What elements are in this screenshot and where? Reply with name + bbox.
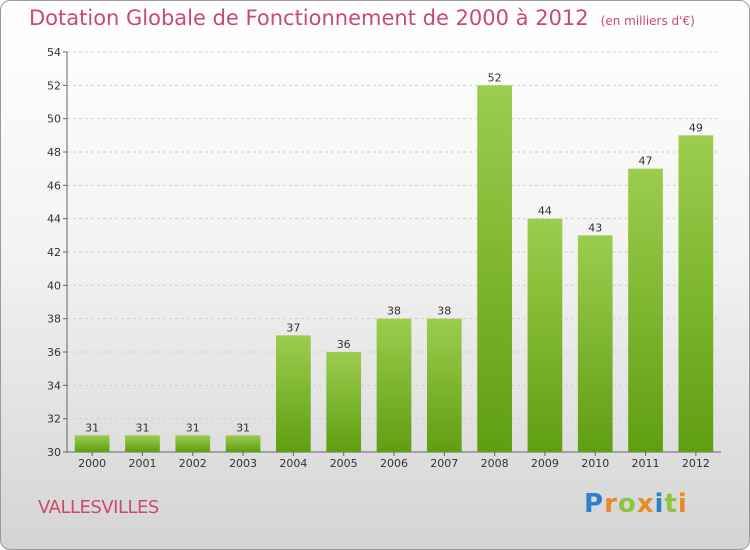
bar: [477, 85, 512, 452]
bar: [125, 435, 160, 452]
bar: [326, 352, 362, 452]
y-tick-label: 40: [47, 279, 61, 292]
data-label: 52: [488, 71, 502, 84]
bar: [527, 218, 563, 452]
data-label: 47: [639, 155, 653, 168]
title-main: Dotation Globale de Fonctionnement de 20…: [29, 6, 589, 30]
bar: [426, 318, 462, 452]
x-tick-label: 2000: [78, 457, 106, 470]
x-tick-label: 2004: [279, 457, 307, 470]
y-tick-label: 32: [47, 413, 61, 426]
data-label: 37: [286, 321, 300, 334]
y-tick-label: 30: [47, 446, 61, 459]
title-unit: (en milliers d'€): [600, 14, 695, 28]
data-label: 31: [135, 421, 149, 434]
data-label: 38: [387, 305, 401, 318]
commune-name: VALLESVILLES: [38, 497, 159, 518]
y-tick-label: 54: [47, 46, 61, 59]
logo-letter: x: [636, 489, 655, 519]
y-tick-label: 52: [47, 79, 61, 92]
bar: [175, 435, 211, 452]
logo-letter: t: [664, 489, 678, 519]
data-labels: 31 31 31 31 37 36 38 38 52 44 43 47 49: [85, 71, 703, 434]
y-tick-label: 38: [47, 313, 61, 326]
logo-letter: r: [604, 489, 618, 519]
data-label: 43: [588, 221, 602, 234]
x-tick-label: 2005: [330, 457, 358, 470]
y-tick-label: 48: [47, 146, 61, 159]
bar: [577, 235, 613, 452]
bar: [628, 168, 663, 452]
bar: [74, 435, 110, 452]
data-label: 31: [85, 421, 99, 434]
x-tick-label: 2001: [128, 457, 156, 470]
logo-letter: P: [584, 489, 605, 519]
x-tick-label: 2006: [380, 457, 408, 470]
chart-title: Dotation Globale de Fonctionnement de 20…: [29, 6, 695, 30]
logo-letter: i: [654, 489, 665, 519]
bars: [74, 85, 714, 453]
data-label: 44: [538, 205, 552, 218]
data-label: 31: [186, 421, 200, 434]
x-tick-label: 2009: [531, 457, 559, 470]
y-tick-label: 34: [47, 379, 61, 392]
y-tick-label: 50: [47, 113, 61, 126]
data-label: 31: [236, 421, 250, 434]
proxiti-logo[interactable]: Proxiti: [584, 489, 688, 519]
x-tick-label: 2012: [682, 457, 710, 470]
x-tick-label: 2002: [179, 457, 207, 470]
y-tick-label: 46: [47, 179, 61, 192]
y-tick-label: 42: [47, 246, 61, 259]
x-tick-label: 2010: [581, 457, 609, 470]
data-label: 36: [337, 338, 351, 351]
logo-letter: o: [617, 489, 637, 519]
data-label: 38: [437, 305, 451, 318]
x-tick-label: 2007: [430, 457, 458, 470]
bar: [376, 318, 412, 452]
bar: [276, 335, 311, 452]
logo-letter: i: [677, 489, 688, 519]
x-tick-label: 2008: [481, 457, 509, 470]
y-tick-label: 36: [47, 346, 61, 359]
bar: [225, 435, 261, 452]
x-tick-label: 2011: [632, 457, 660, 470]
bar: [678, 135, 714, 453]
x-tick-label: 2003: [229, 457, 257, 470]
data-label: 49: [689, 121, 703, 134]
y-tick-label: 44: [47, 213, 61, 226]
